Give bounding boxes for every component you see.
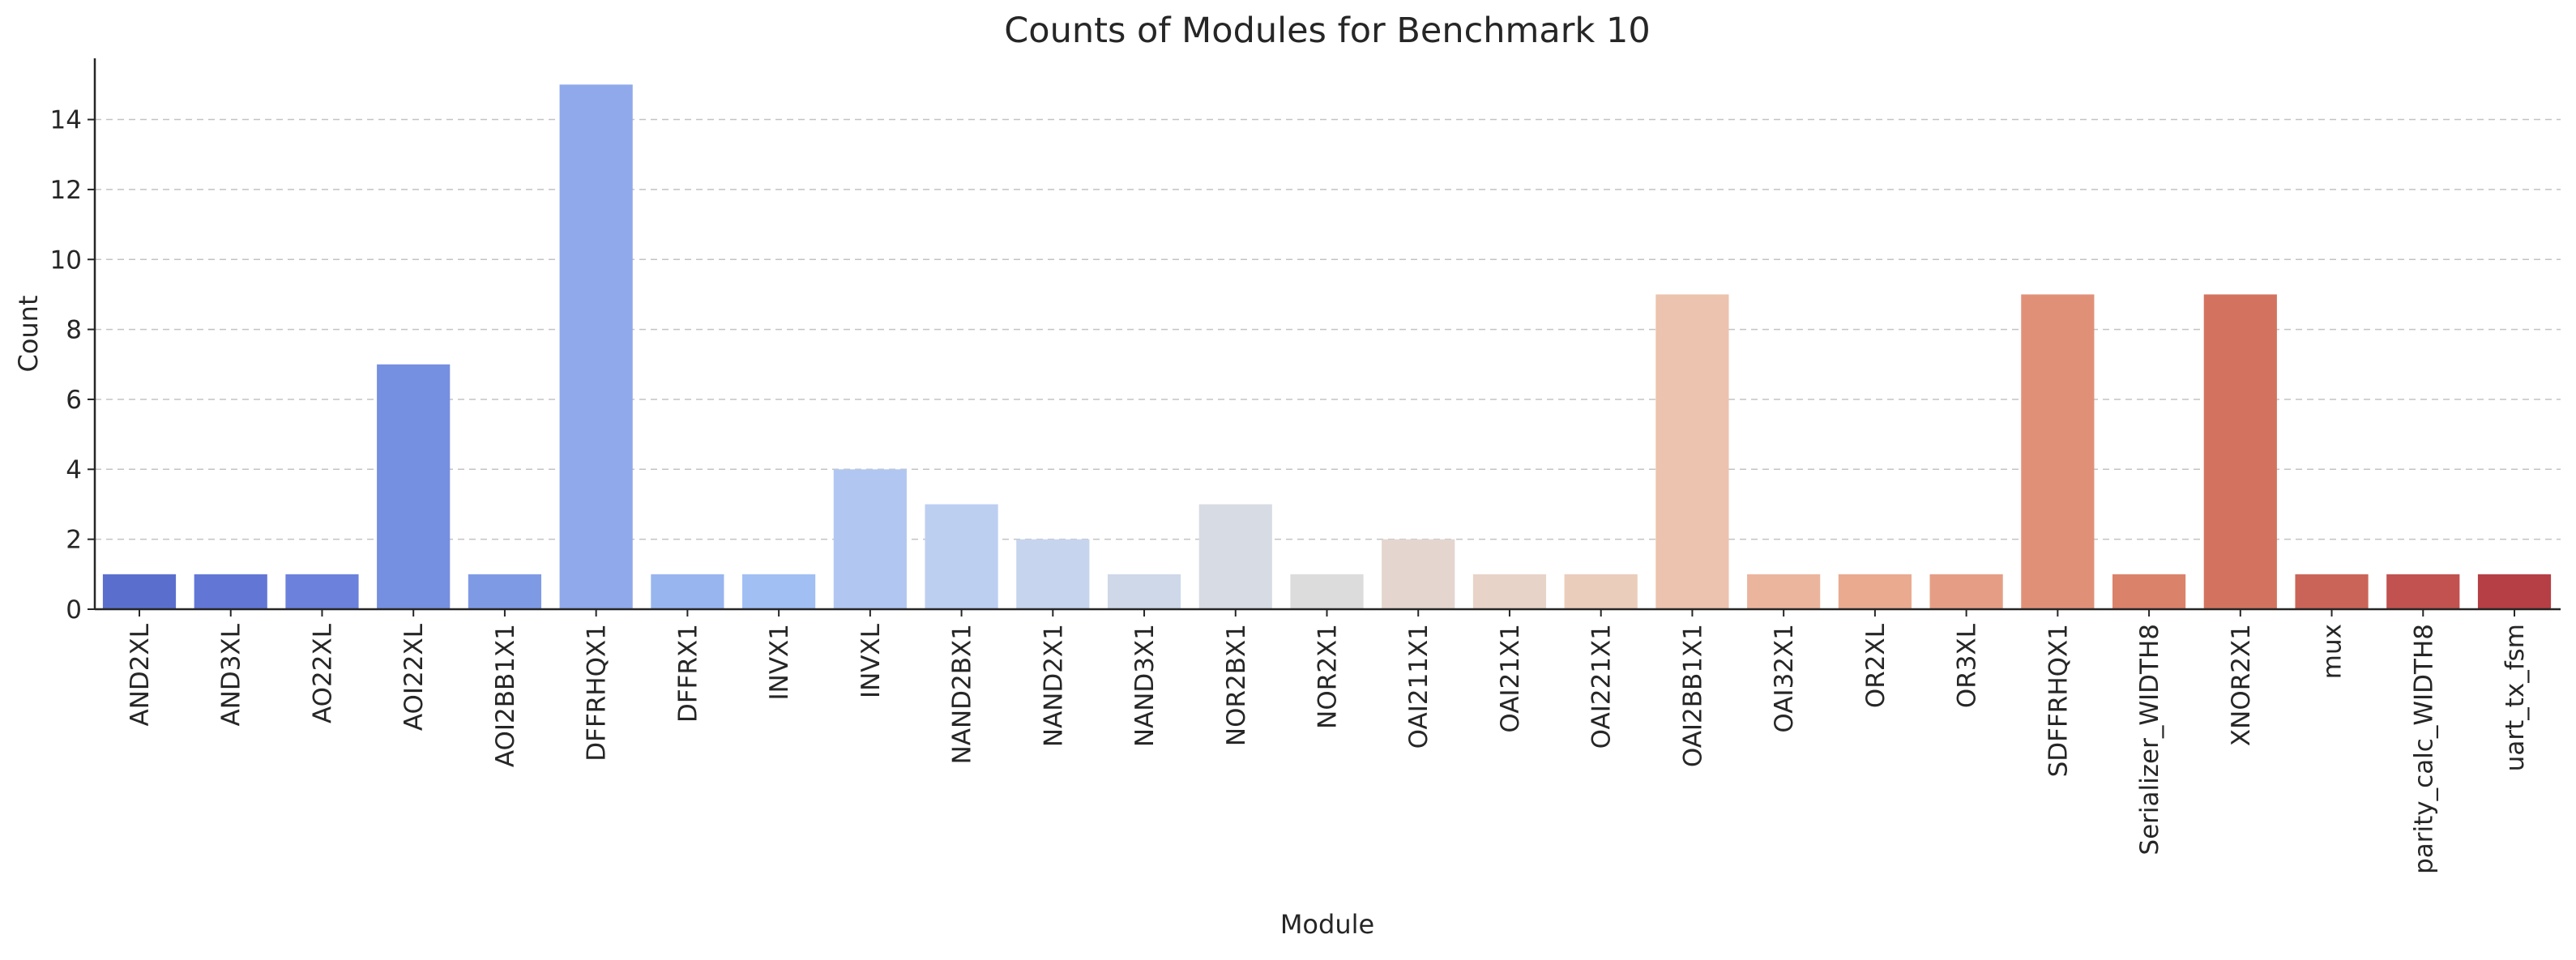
bar-OAI32X1	[1747, 574, 1821, 609]
bar-AOI22XL	[377, 364, 451, 609]
x-tick-label: NAND2BX1	[948, 624, 977, 764]
bar-NOR2BX1	[1198, 504, 1272, 609]
x-tick-label: DFFRHQX1	[583, 624, 612, 762]
bar-OR3XL	[1929, 574, 2003, 609]
y-tick-label: 14	[50, 106, 82, 135]
bar-Serializer_WIDTH8	[2112, 574, 2186, 609]
x-tick-label: NAND2X1	[1039, 624, 1068, 747]
x-tick-label: AO22XL	[308, 623, 337, 723]
x-tick-label: mux	[2318, 624, 2347, 679]
chart-title: Counts of Modules for Benchmark 10	[1004, 11, 1650, 51]
bar-uart_tx_fsm	[2477, 574, 2552, 609]
y-tick-label: 12	[50, 176, 82, 205]
x-tick-label: OR3XL	[1953, 623, 1982, 708]
bar-AOI2BB1X1	[468, 574, 542, 609]
bar-NAND2X1	[1016, 539, 1090, 609]
x-tick-label: OAI2BB1X1	[1678, 624, 1707, 767]
y-tick-label: 0	[66, 595, 82, 625]
bar-NAND2BX1	[925, 504, 998, 609]
y-axis-label: Count	[13, 295, 44, 372]
bars	[102, 84, 2552, 609]
bar-INVXL	[833, 469, 907, 609]
bar-NOR2X1	[1290, 574, 1364, 609]
bar-SDFFRHQX1	[2021, 294, 2095, 609]
bar-OAI221X1	[1564, 574, 1638, 609]
bar-AND2XL	[102, 574, 177, 609]
x-tick-label: uart_tx_fsm	[2501, 624, 2530, 771]
y-tick-label: 2	[66, 526, 82, 555]
y-ticks: 0 2 4 6 8 10 12 14	[50, 106, 95, 625]
x-tick-label: OAI32X1	[1770, 624, 1799, 733]
bar-OAI2BB1X1	[1655, 294, 1729, 609]
bar-mux	[2295, 574, 2369, 609]
x-tick-label: OAI221X1	[1587, 624, 1617, 749]
x-ticks: AND2XL AND3XL AO22XL AOI22XL AOI2BB1X1 DFFRHQ…	[126, 609, 2530, 874]
x-tick-label: SDFFRHQX1	[2044, 624, 2073, 777]
x-tick-label: OAI211X1	[1404, 624, 1433, 749]
bar-DFFRHQX1	[559, 84, 633, 609]
x-tick-label: NOR2X1	[1314, 624, 1343, 729]
gridlines	[95, 118, 2561, 540]
x-tick-label: NAND3X1	[1130, 624, 1160, 747]
y-tick-label: 6	[66, 386, 82, 415]
x-tick-label: DFFRX1	[673, 624, 703, 723]
x-tick-label: INVX1	[765, 624, 794, 701]
bar-OR2XL	[1838, 574, 1912, 609]
x-tick-label: AND2XL	[126, 623, 155, 726]
y-tick-label: 10	[50, 245, 82, 275]
x-axis-label: Module	[1280, 909, 1374, 940]
x-tick-label: XNOR2X1	[2227, 624, 2256, 746]
x-tick-label: AND3XL	[217, 623, 246, 726]
x-tick-label: OAI21X1	[1496, 624, 1525, 733]
x-tick-label: OR2XL	[1861, 623, 1890, 708]
x-tick-label: parity_calc_WIDTH8	[2409, 624, 2438, 874]
bar-OAI21X1	[1472, 574, 1547, 609]
x-tick-label: Serializer_WIDTH8	[2135, 624, 2164, 855]
bar-NAND3X1	[1107, 574, 1181, 609]
y-tick-label: 4	[66, 455, 82, 484]
bar-INVX1	[742, 574, 816, 609]
x-tick-label: AOI22XL	[399, 623, 429, 731]
x-tick-label: AOI2BB1X1	[491, 624, 520, 767]
bar-OAI211X1	[1382, 539, 1455, 609]
x-tick-label: NOR2BX1	[1222, 624, 1251, 746]
y-tick-label: 8	[66, 316, 82, 345]
bar-parity_calc_WIDTH8	[2386, 574, 2460, 609]
bar-DFFRX1	[651, 574, 724, 609]
bar-AND3XL	[194, 574, 267, 609]
bar-XNOR2X1	[2203, 294, 2277, 609]
x-tick-label: INVXL	[857, 623, 886, 698]
bar-AO22XL	[285, 574, 359, 609]
